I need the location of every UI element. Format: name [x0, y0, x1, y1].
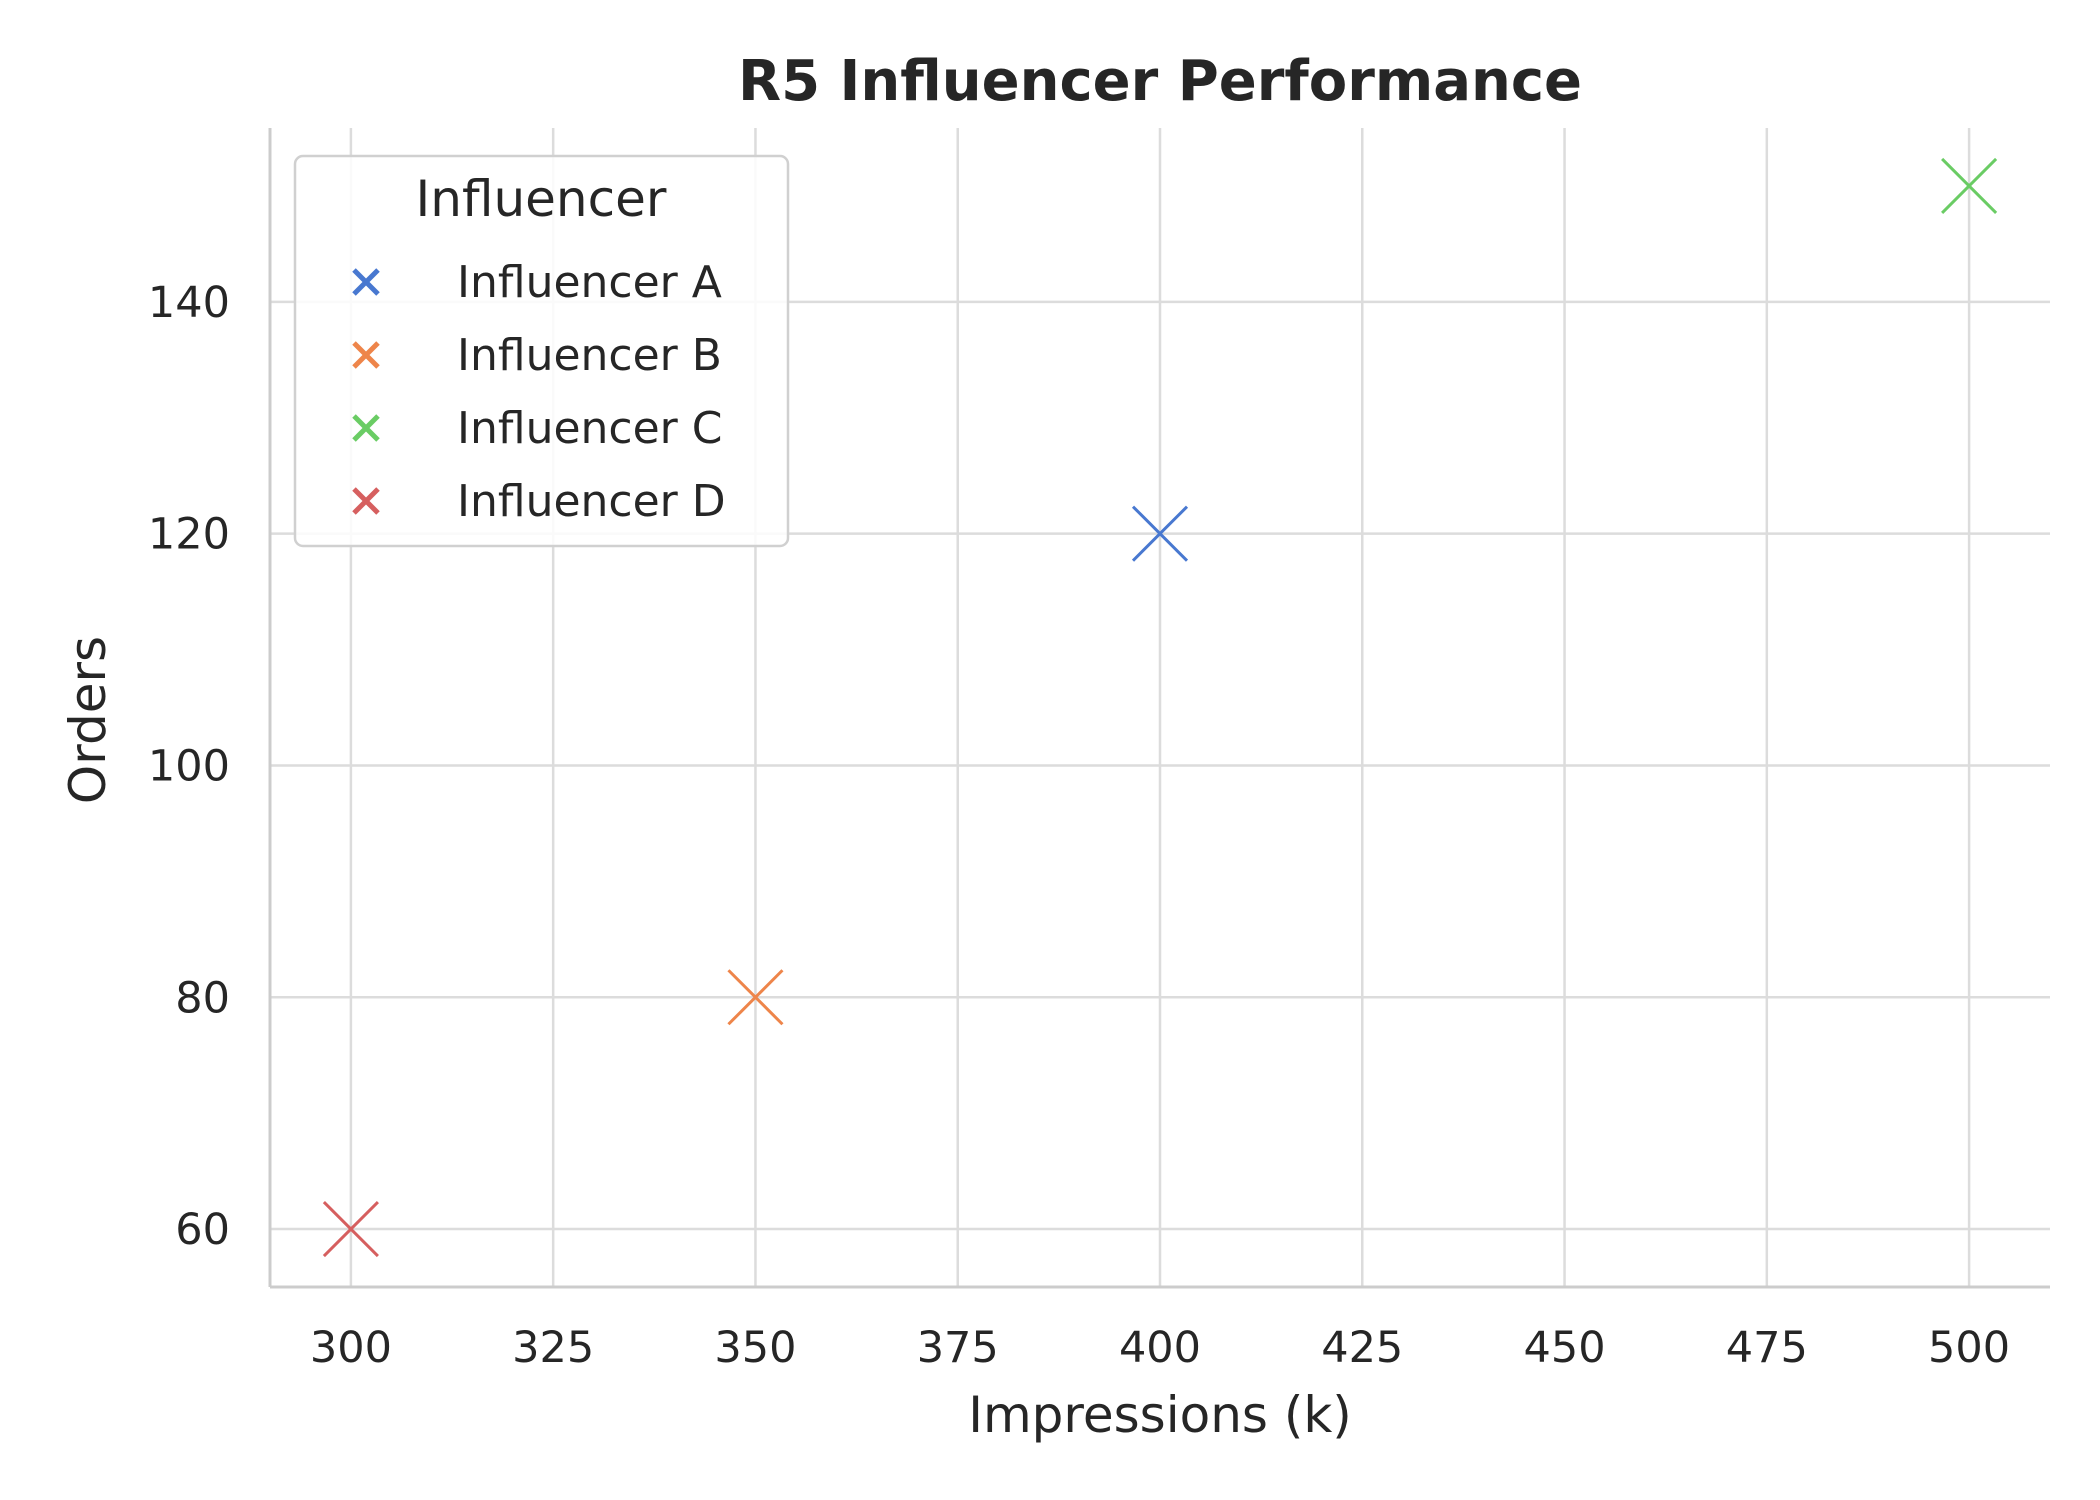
axes	[268, 128, 2050, 1289]
x-tick-label: 300	[310, 1323, 392, 1373]
data-point-x-marker	[1941, 157, 1998, 215]
y-tick-label: 140	[148, 278, 230, 328]
x-tick-labels: 300 325 350 375 400 425 450 475 500	[310, 1323, 2010, 1373]
x-tick-label: 425	[1321, 1323, 1403, 1373]
legend-box	[293, 154, 790, 548]
x-tick-label: 375	[917, 1323, 999, 1373]
legend-entry-label: Influencer B	[457, 330, 722, 381]
y-tick-label: 60	[175, 1205, 230, 1255]
legend-entry-label: Influencer D	[457, 476, 726, 527]
data-point-x-marker	[727, 969, 784, 1026]
y-tick-label: 100	[148, 741, 230, 791]
y-tick-label: 80	[175, 973, 230, 1023]
legend-entry-label: Influencer A	[457, 257, 722, 308]
y-tick-labels: 60 80 100 120 140	[148, 278, 230, 1255]
legend-title: Influencer	[416, 170, 667, 228]
data-points	[322, 157, 1998, 1258]
data-point-x-marker	[322, 1200, 379, 1258]
y-axis-label: Orders	[59, 636, 117, 804]
legend-marker-icon	[352, 487, 380, 515]
x-tick-label: 325	[512, 1323, 594, 1373]
x-tick-label: 450	[1524, 1323, 1606, 1373]
x-axis-label: Impressions (k)	[968, 1386, 1352, 1444]
legend-marker-icon	[352, 414, 380, 442]
x-tick-label: 350	[714, 1323, 796, 1373]
legend-entry-label: Influencer C	[457, 403, 722, 454]
x-tick-label: 475	[1726, 1323, 1808, 1373]
x-tick-label: 500	[1928, 1323, 2010, 1373]
y-tick-label: 120	[148, 510, 230, 560]
legend-marker-icon	[352, 341, 380, 369]
legend-marker-icon	[352, 268, 380, 296]
chart-title: R5 Influencer Performance	[738, 49, 1582, 114]
x-tick-label: 400	[1119, 1323, 1201, 1373]
legend-items: Influencer A Influencer B Influencer C Infl…	[352, 257, 726, 527]
data-point-x-marker	[1131, 505, 1189, 562]
